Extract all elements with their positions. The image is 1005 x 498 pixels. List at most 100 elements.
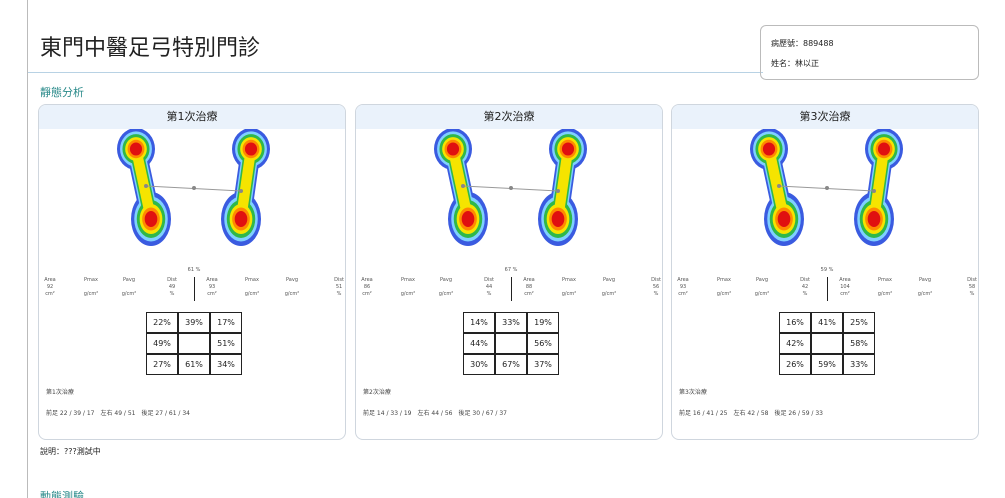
grid-cell: 39% bbox=[178, 312, 210, 333]
stat: Area 86 cm² bbox=[356, 277, 382, 298]
stat-value: 58 bbox=[968, 284, 976, 290]
stat-label: Area bbox=[677, 277, 689, 283]
stat-label: Dist bbox=[651, 277, 661, 283]
grid-cell bbox=[178, 333, 210, 354]
summary: 前足 16 / 41 / 25 左右 42 / 58 後足 26 / 59 / … bbox=[679, 410, 823, 417]
grid-cell: 33% bbox=[843, 354, 875, 375]
summary: 前足 22 / 39 / 17 左右 49 / 51 後足 27 / 61 / … bbox=[46, 410, 190, 417]
header-rule bbox=[28, 72, 763, 73]
stat-label: Pmax bbox=[401, 277, 415, 283]
stat-unit: cm² bbox=[45, 291, 55, 297]
stat-value: 51 bbox=[335, 284, 343, 290]
stat-unit: cm² bbox=[362, 291, 372, 297]
stat-unit: g/cm² bbox=[244, 291, 260, 297]
center-rule bbox=[194, 277, 195, 301]
info-box: 病歷號：889488 姓名：林以正 bbox=[760, 25, 979, 80]
stat: Area 92 cm² bbox=[39, 277, 65, 298]
stat: Pavg g/cm² bbox=[747, 277, 777, 298]
card-title: 第1次治療 bbox=[39, 105, 345, 129]
stat: Dist 58% bbox=[957, 277, 978, 298]
grid-cell bbox=[811, 333, 843, 354]
grid-cell: 59% bbox=[811, 354, 843, 375]
card-title: 第2次治療 bbox=[356, 105, 662, 129]
stat-value: 44 bbox=[485, 284, 493, 290]
stat-value: 93 bbox=[208, 284, 216, 290]
stat-unit: % bbox=[169, 291, 175, 297]
stat-label: Pavg bbox=[603, 277, 615, 283]
stat-unit: g/cm² bbox=[754, 291, 770, 297]
stat: Dist 44% bbox=[474, 277, 504, 298]
grid-cell: 33% bbox=[495, 312, 527, 333]
summary: 前足 14 / 33 / 19 左右 44 / 56 後足 30 / 67 / … bbox=[363, 410, 507, 417]
grid-cell: 26% bbox=[779, 354, 811, 375]
stat-label: Area bbox=[523, 277, 535, 283]
stat-unit: cm² bbox=[207, 291, 217, 297]
pressure-map bbox=[434, 129, 587, 246]
stat-label: Area bbox=[44, 277, 56, 283]
center-value: 67 % bbox=[504, 267, 518, 273]
stat-label: Pmax bbox=[717, 277, 731, 283]
stat: Pavg g/cm² bbox=[431, 277, 461, 298]
stat-unit: cm² bbox=[678, 291, 688, 297]
stat-value: 49 bbox=[168, 284, 176, 290]
stat: Dist 51% bbox=[324, 277, 345, 298]
stat-label: Area bbox=[361, 277, 373, 283]
stat: Dist 42% bbox=[790, 277, 820, 298]
stat-unit: % bbox=[653, 291, 659, 297]
grid-cell: 49% bbox=[146, 333, 178, 354]
stat-spacer bbox=[114, 284, 144, 291]
stat-label: Area bbox=[206, 277, 218, 283]
stat-spacer bbox=[554, 284, 584, 291]
stat-value: 93 bbox=[679, 284, 687, 290]
stat-spacer bbox=[747, 284, 777, 291]
caption: 第1次治療 bbox=[46, 389, 74, 396]
stat: Area 93 cm² bbox=[672, 277, 698, 298]
stat: Pavg g/cm² bbox=[594, 277, 624, 298]
section-title: 靜態分析 bbox=[40, 86, 84, 99]
stat-spacer bbox=[393, 284, 423, 291]
grid-cell: 67% bbox=[495, 354, 527, 375]
stat-label: Pmax bbox=[84, 277, 98, 283]
stat-label: Pavg bbox=[440, 277, 452, 283]
stat-unit: % bbox=[486, 291, 492, 297]
stat-spacer bbox=[870, 284, 900, 291]
card-title: 第3次治療 bbox=[672, 105, 978, 129]
stat-value: 42 bbox=[801, 284, 809, 290]
pressure-map bbox=[117, 129, 270, 246]
stat-label: Pavg bbox=[123, 277, 135, 283]
stat: Dist 49% bbox=[157, 277, 187, 298]
patient-name: 姓名：林以正 bbox=[771, 59, 819, 68]
page-title: 東門中醫足弓特別門診 bbox=[40, 36, 261, 61]
stat: Pmax g/cm² bbox=[76, 277, 106, 298]
stat-label: Pavg bbox=[286, 277, 298, 283]
stat-unit: g/cm² bbox=[601, 291, 617, 297]
grid-cell: 41% bbox=[811, 312, 843, 333]
stat-value: 92 bbox=[46, 284, 54, 290]
stat: Pmax g/cm² bbox=[554, 277, 584, 298]
stat-label: Dist bbox=[167, 277, 177, 283]
stat-unit: g/cm² bbox=[438, 291, 454, 297]
stat-spacer bbox=[431, 284, 461, 291]
stat: Pavg g/cm² bbox=[910, 277, 940, 298]
grid-cell: 22% bbox=[146, 312, 178, 333]
stat: Area 93 cm² bbox=[197, 277, 227, 298]
stat-unit: g/cm² bbox=[121, 291, 137, 297]
stat-spacer bbox=[76, 284, 106, 291]
grid-cell: 58% bbox=[843, 333, 875, 354]
session-card: 第3次治療 Area 93 cm² Pmax g/cm² Pavg g/cm² Dist 42% A… bbox=[671, 104, 979, 440]
stat-unit: g/cm² bbox=[400, 291, 416, 297]
stat-unit: g/cm² bbox=[877, 291, 893, 297]
grid-cell bbox=[495, 333, 527, 354]
stat: Pavg g/cm² bbox=[277, 277, 307, 298]
stat-spacer bbox=[709, 284, 739, 291]
stat-unit: cm² bbox=[524, 291, 534, 297]
caption: 第3次治療 bbox=[679, 389, 707, 396]
stat-label: Pavg bbox=[919, 277, 931, 283]
stat-label: Dist bbox=[334, 277, 344, 283]
stat-value: 88 bbox=[525, 284, 533, 290]
center-rule bbox=[511, 277, 512, 301]
stat-unit: g/cm² bbox=[917, 291, 933, 297]
grid-cell: 61% bbox=[178, 354, 210, 375]
stat: Pmax g/cm² bbox=[709, 277, 739, 298]
